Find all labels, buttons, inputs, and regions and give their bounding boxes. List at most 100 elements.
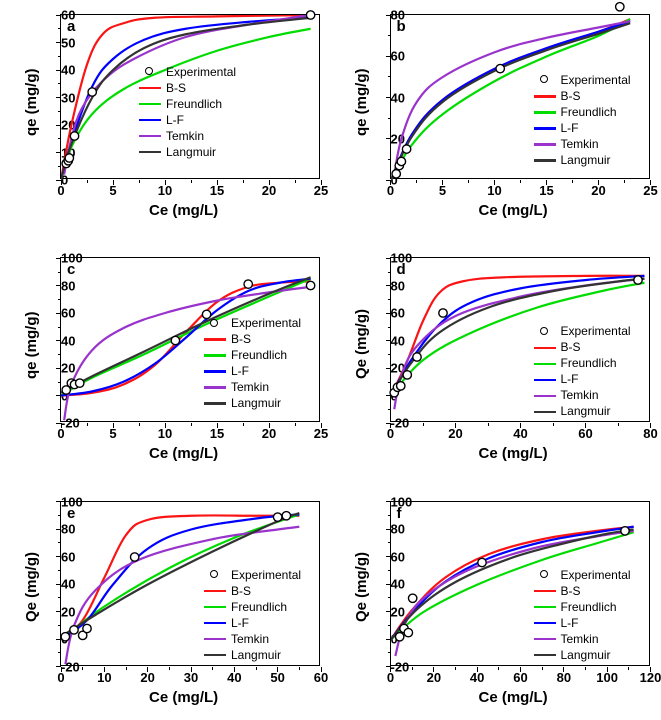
legend-label: Freundlich <box>231 348 287 363</box>
x-tick-label: 20 <box>262 184 276 197</box>
legend-swatch <box>204 638 226 641</box>
legend-row-langmuir: Langmuir <box>534 648 631 663</box>
y-axis-label: Qe (mg/g) <box>23 552 40 622</box>
x-tick-label: 40 <box>470 671 484 684</box>
x-tick-label: 80 <box>557 671 571 684</box>
experimental-point <box>403 371 411 379</box>
legend-label: Langmuir <box>561 404 611 419</box>
legend-row-bs: B-S <box>534 340 631 355</box>
legend-row-freundlich: Freundlich <box>534 105 631 120</box>
experimental-point <box>61 632 69 640</box>
panel-letter-a: a <box>67 18 75 35</box>
x-tick-label: 60 <box>314 671 328 684</box>
legend-row-experimental: Experimental <box>534 324 631 339</box>
x-tick-label: 60 <box>578 427 592 440</box>
x-tick-label: 5 <box>109 184 116 197</box>
legend-swatch <box>534 622 556 625</box>
legend-row-experimental: Experimental <box>534 73 631 88</box>
legend-swatch <box>204 590 226 593</box>
x-tick-label: 25 <box>314 427 328 440</box>
y-axis-label: qe (mg/g) <box>23 68 40 136</box>
panel-d: d020406080-20020406080100Ce (mg/L)Qe (mg… <box>334 249 658 466</box>
x-tick-label: 60 <box>513 671 527 684</box>
legend-swatch <box>534 363 556 366</box>
legend-swatch <box>204 370 226 373</box>
legend-swatch <box>139 119 161 122</box>
x-tick-label: 20 <box>448 427 462 440</box>
experimental-point <box>438 309 446 317</box>
x-tick-label: 25 <box>643 184 657 197</box>
legend-label: Freundlich <box>231 600 287 615</box>
legend-swatch <box>204 354 226 357</box>
experimental-point <box>396 382 404 390</box>
x-tick-label: 5 <box>109 427 116 440</box>
legend-label: Experimental <box>561 73 631 88</box>
legend-marker-icon <box>139 67 161 77</box>
experimental-point <box>306 11 314 19</box>
legend-row-langmuir: Langmuir <box>204 648 301 663</box>
legend-row-freundlich: Freundlich <box>204 348 301 363</box>
legend-label: B-S <box>561 340 581 355</box>
legend-swatch <box>534 95 556 98</box>
experimental-point <box>412 353 420 361</box>
legend-swatch <box>534 127 556 130</box>
panel-f: f020406080100120-20020406080100Ce (mg/L)… <box>334 493 658 710</box>
legend-label: Langmuir <box>561 648 611 663</box>
experimental-point <box>70 132 78 140</box>
experimental-point <box>88 88 96 96</box>
x-tick-label: 15 <box>539 184 553 197</box>
legend-row-freundlich: Freundlich <box>534 356 631 371</box>
x-axis-label: Ce (mg/L) <box>149 445 218 462</box>
legend-label: Langmuir <box>231 648 281 663</box>
legend-swatch <box>204 338 226 341</box>
legend-swatch <box>139 135 161 138</box>
legend-row-langmuir: Langmuir <box>204 396 301 411</box>
legend-marker-icon <box>204 319 226 329</box>
legend-row-temkin: Temkin <box>139 129 236 144</box>
legend-label: Temkin <box>231 380 269 395</box>
legend-row-temkin: Temkin <box>534 388 631 403</box>
legend-label: B-S <box>231 332 251 347</box>
legend-c: ExperimentalB-SFreundlichL-FTemkinLangmu… <box>204 316 301 412</box>
legend-swatch <box>534 111 556 114</box>
legend-row-experimental: Experimental <box>139 65 236 80</box>
x-tick-label: 10 <box>97 671 111 684</box>
legend-row-freundlich: Freundlich <box>204 600 301 615</box>
plot-area-c: c0510152025-20020406080100Ce (mg/L)qe (m… <box>60 257 320 422</box>
legend-swatch <box>534 606 556 609</box>
legend-label: L-F <box>561 372 579 387</box>
legend-e: ExperimentalB-SFreundlichL-FTemkinLangmu… <box>204 568 301 664</box>
x-axis-label: Ce (mg/L) <box>479 689 548 706</box>
legend-label: Experimental <box>561 568 631 583</box>
x-tick-label: 25 <box>314 184 328 197</box>
y-axis-label: Qe (mg/g) <box>353 309 370 379</box>
plot-area-b: b0510152025020406080Ce (mg/L)qe (mg/g)Ex… <box>390 14 650 179</box>
experimental-point <box>397 157 405 165</box>
x-tick-label: 10 <box>487 184 501 197</box>
legend-label: B-S <box>166 81 186 96</box>
legend-label: Temkin <box>166 129 204 144</box>
legend-label: Freundlich <box>561 600 617 615</box>
legend-swatch <box>139 87 161 90</box>
legend-label: Temkin <box>561 388 599 403</box>
experimental-point <box>83 624 91 632</box>
legend-label: L-F <box>166 113 184 128</box>
legend-swatch <box>204 622 226 625</box>
x-tick-label: 20 <box>262 427 276 440</box>
panel-c: c0510152025-20020406080100Ce (mg/L)qe (m… <box>4 249 328 466</box>
experimental-point <box>130 552 138 560</box>
x-tick-label: 50 <box>270 671 284 684</box>
experimental-point <box>273 513 281 521</box>
legend-row-experimental: Experimental <box>204 568 301 583</box>
legend-label: Temkin <box>561 137 599 152</box>
legend-marker-icon <box>534 570 556 580</box>
experimental-point <box>65 154 73 162</box>
experimental-point <box>477 558 485 566</box>
legend-label: Langmuir <box>166 145 216 160</box>
x-tick-label: 10 <box>158 184 172 197</box>
x-axis-label: Ce (mg/L) <box>479 445 548 462</box>
legend-swatch <box>204 654 226 657</box>
legend-swatch <box>534 395 556 398</box>
legend-label: L-F <box>231 616 249 631</box>
legend-label: L-F <box>561 121 579 136</box>
